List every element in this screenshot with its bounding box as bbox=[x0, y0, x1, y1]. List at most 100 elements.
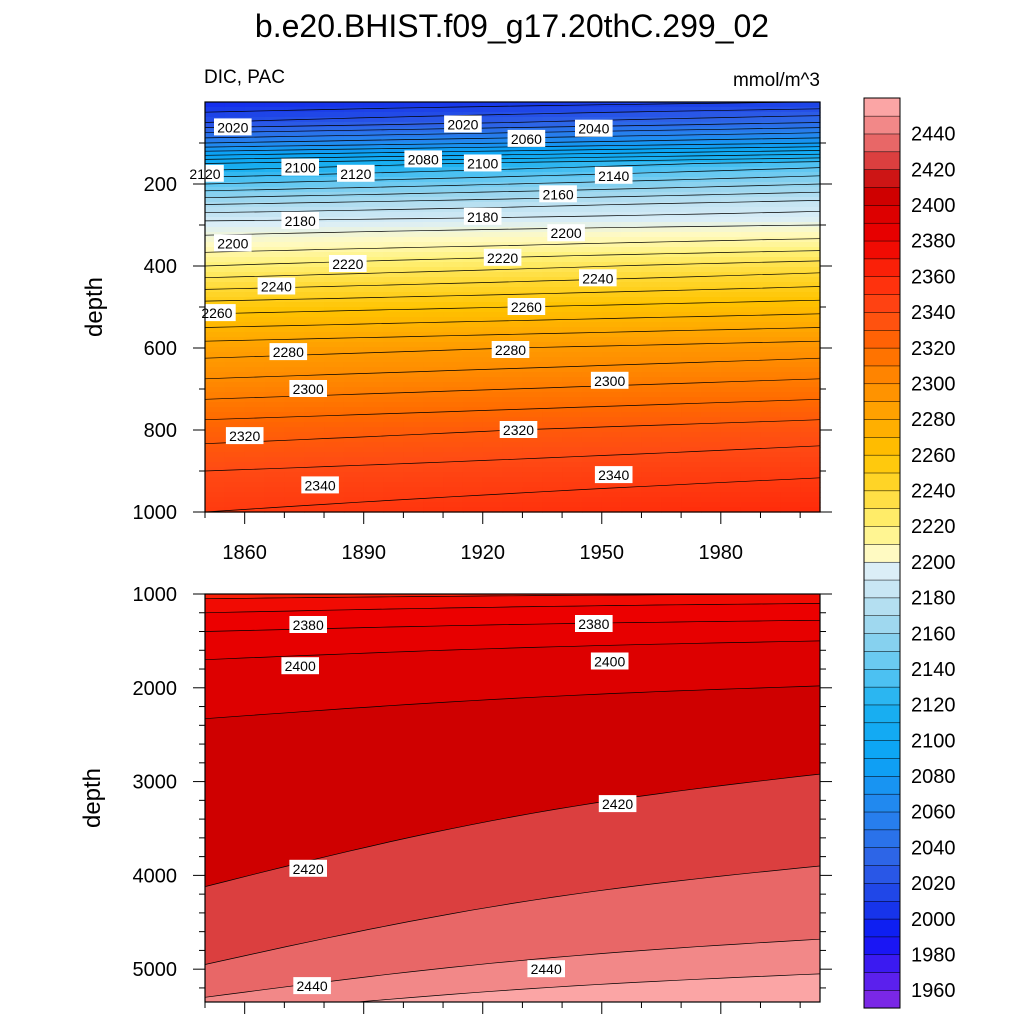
heat-cell bbox=[423, 237, 444, 243]
heat-cell bbox=[641, 242, 662, 248]
heat-cell bbox=[800, 302, 821, 308]
heat-cell bbox=[284, 272, 305, 278]
colorbar-swatch bbox=[863, 258, 901, 277]
heat-cell bbox=[224, 352, 246, 358]
heat-cell bbox=[403, 317, 424, 323]
heat-cell bbox=[581, 162, 603, 168]
heat-cell bbox=[343, 217, 365, 223]
heat-cell bbox=[383, 472, 404, 478]
heat-cell bbox=[661, 397, 682, 403]
contour-label-text: 2400 bbox=[285, 658, 316, 674]
heat-cell bbox=[324, 192, 345, 198]
heat-cell bbox=[502, 332, 524, 338]
heat-cell bbox=[780, 212, 801, 218]
heat-cell bbox=[324, 232, 345, 238]
heat-cell bbox=[264, 142, 285, 148]
heat-cell bbox=[462, 502, 484, 508]
heat-cell bbox=[740, 202, 762, 208]
heat-cell bbox=[482, 227, 504, 233]
heat-cell bbox=[621, 442, 643, 448]
heat-cell bbox=[443, 132, 464, 138]
heat-cell bbox=[522, 162, 543, 168]
heat-cell bbox=[522, 342, 543, 348]
heat-cell bbox=[720, 142, 742, 148]
heat-cell bbox=[800, 452, 821, 458]
heat-cell bbox=[324, 132, 345, 138]
heat-cell bbox=[641, 502, 662, 508]
heat-cell bbox=[760, 367, 781, 373]
heat-cell bbox=[681, 297, 702, 303]
heat-cell bbox=[522, 272, 543, 278]
heat-cell bbox=[720, 212, 742, 218]
heat-cell bbox=[720, 222, 742, 228]
heat-cell bbox=[423, 182, 444, 188]
heat-cell bbox=[780, 407, 801, 413]
heat-cell bbox=[760, 282, 781, 288]
heat-cell bbox=[681, 117, 702, 123]
heat-cell bbox=[244, 362, 266, 368]
heat-cell bbox=[641, 417, 662, 423]
heat-cell bbox=[581, 367, 603, 373]
heat-cell bbox=[700, 452, 722, 458]
heat-cell bbox=[462, 192, 484, 198]
heat-cell bbox=[780, 257, 801, 263]
heat-cell bbox=[760, 307, 781, 313]
heat-cell bbox=[502, 367, 524, 373]
heat-cell bbox=[205, 492, 226, 498]
heat-cell bbox=[244, 312, 266, 318]
heat-cell bbox=[720, 317, 742, 323]
heat-cell bbox=[542, 322, 563, 328]
heat-cell bbox=[244, 287, 266, 293]
heat-cell bbox=[542, 297, 563, 303]
heat-cell bbox=[621, 157, 643, 163]
heat-cell bbox=[363, 432, 385, 438]
heat-cell bbox=[780, 247, 801, 253]
heat-cell bbox=[403, 287, 424, 293]
heat-cell bbox=[284, 122, 305, 128]
heat-cell bbox=[264, 122, 285, 128]
heat-cell bbox=[304, 267, 325, 273]
heat-cell bbox=[581, 347, 603, 353]
heat-cell bbox=[403, 472, 424, 478]
contour-label-box bbox=[214, 118, 252, 136]
heat-cell bbox=[661, 487, 682, 493]
heat-cell bbox=[383, 172, 404, 178]
heat-cell bbox=[244, 397, 266, 403]
heat-cell bbox=[462, 357, 484, 363]
heat-cell bbox=[462, 112, 484, 118]
heat-cell bbox=[304, 442, 325, 448]
heat-cell bbox=[581, 197, 603, 203]
heat-cell bbox=[205, 147, 226, 153]
heat-cell bbox=[284, 457, 305, 463]
heat-cell bbox=[641, 507, 662, 513]
heat-cell bbox=[562, 282, 583, 288]
heat-cell bbox=[482, 172, 504, 178]
heat-cell bbox=[264, 507, 285, 513]
heat-cell bbox=[403, 307, 424, 313]
heat-cell bbox=[740, 117, 762, 123]
heat-cell bbox=[562, 217, 583, 223]
heat-cell bbox=[443, 352, 464, 358]
heat-cell bbox=[343, 482, 365, 488]
heat-cell bbox=[621, 272, 643, 278]
heat-cell bbox=[621, 257, 643, 263]
heat-cell bbox=[502, 127, 524, 133]
heat-cell bbox=[780, 117, 801, 123]
heat-cell bbox=[462, 422, 484, 428]
heat-cell bbox=[343, 297, 365, 303]
heat-cell bbox=[601, 397, 623, 403]
heat-cell bbox=[542, 342, 563, 348]
heat-cell bbox=[284, 367, 305, 373]
heat-cell bbox=[423, 492, 444, 498]
heat-cell bbox=[522, 122, 543, 128]
heat-cell bbox=[264, 447, 285, 453]
heat-cell bbox=[443, 497, 464, 503]
heat-cell bbox=[760, 492, 781, 498]
heat-cell bbox=[621, 407, 643, 413]
heat-cell bbox=[264, 202, 285, 208]
heat-cell bbox=[661, 267, 682, 273]
heat-cell bbox=[681, 147, 702, 153]
heat-cell bbox=[700, 477, 722, 483]
heat-cell bbox=[601, 352, 623, 358]
heat-cell bbox=[423, 422, 444, 428]
